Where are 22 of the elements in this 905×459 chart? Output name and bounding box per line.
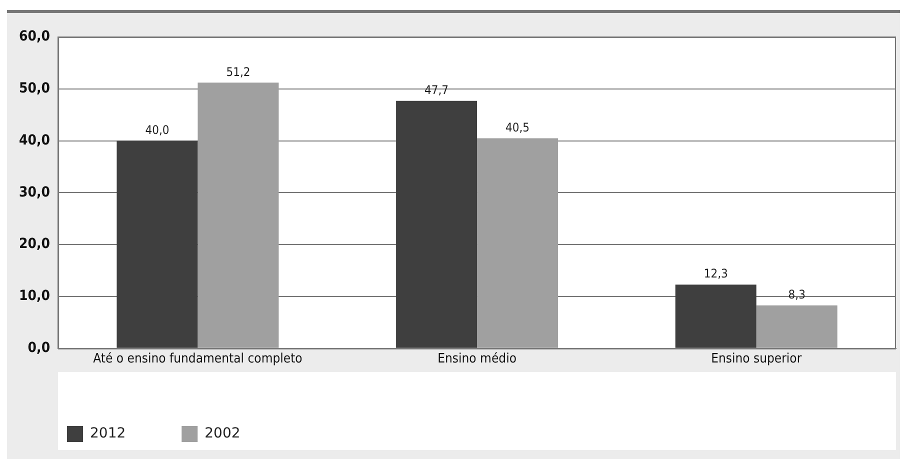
y-tick-label: 10,0 [19,288,50,304]
y-tick-label: 40,0 [19,132,50,148]
x-tick-label: Ensino superior [711,352,802,367]
y-tick-label: 0,0 [28,340,50,356]
bar [675,284,756,348]
data-label: 40,0 [145,122,170,137]
data-label: 12,3 [704,266,728,281]
y-tick-label: 30,0 [19,184,50,200]
data-label: 40,5 [506,120,530,134]
legend-label: 2002 [204,426,240,442]
legend-label: 2012 [90,426,126,442]
y-tick-label: 60,0 [19,28,50,45]
y-tick-label: 50,0 [19,80,50,97]
y-tick-label: 20,0 [19,236,50,252]
data-label: 51,2 [226,64,250,79]
x-tick-label: Até o ensino fundamental completo [93,352,302,367]
x-tick-label: Ensino médio [438,352,516,367]
bar [477,138,558,348]
bar [198,82,279,348]
bar [116,140,198,348]
bar [396,100,478,348]
bar [756,305,838,348]
